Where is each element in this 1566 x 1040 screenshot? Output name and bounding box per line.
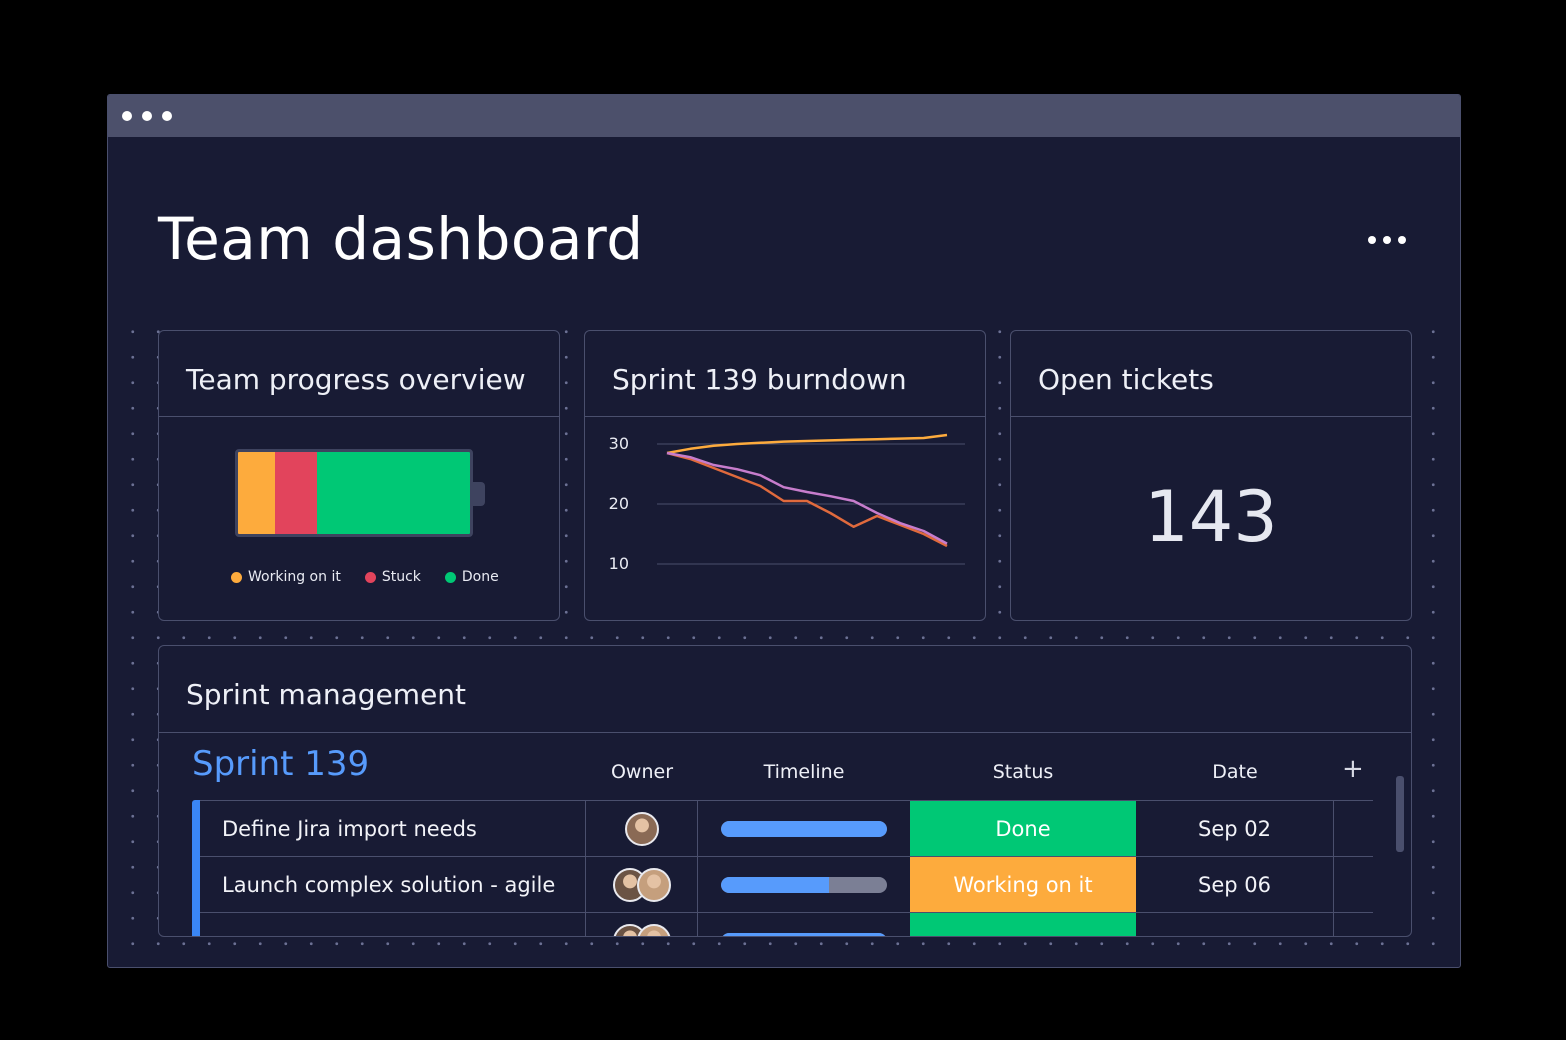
timeline-fill — [721, 820, 887, 837]
legend-item: Stuck — [364, 569, 421, 585]
progress-legend: Working on it Stuck Done — [231, 569, 499, 585]
owner-cell[interactable] — [586, 913, 698, 936]
team-progress-card: Team progress overview Working on it Stuc… — [158, 330, 560, 621]
date-cell[interactable]: Sep 02 — [1136, 801, 1334, 856]
legend-label: Working on it — [248, 569, 341, 585]
battery-tip — [472, 482, 485, 506]
card-divider — [159, 416, 559, 417]
timeline-fill — [721, 876, 829, 893]
page-title: Team dashboard — [158, 205, 644, 273]
avatar[interactable] — [636, 867, 671, 902]
timeline-cell[interactable] — [698, 801, 910, 856]
sprint-management-card: Sprint management Sprint 139 Owner Timel… — [158, 645, 1412, 937]
legend-dot-icon — [444, 571, 456, 583]
timeline-bar — [721, 876, 887, 893]
progress-battery — [235, 449, 473, 537]
timeline-bar — [721, 820, 887, 837]
more-horizontal-icon — [1368, 236, 1376, 244]
item-name-cell[interactable]: Launch complex solution - agile — [200, 857, 586, 912]
date-cell[interactable] — [1136, 913, 1334, 936]
progress-segment — [275, 452, 317, 534]
legend-dot-icon — [364, 571, 376, 583]
status-badge[interactable]: Done — [910, 801, 1136, 856]
plus-icon[interactable]: + — [1342, 754, 1364, 784]
avatar[interactable] — [636, 923, 671, 936]
date-cell[interactable]: Sep 06 — [1136, 857, 1334, 912]
table-row[interactable]: Define Jira import needs Done Sep 02 — [200, 800, 1373, 856]
legend-label: Done — [461, 569, 499, 585]
status-badge[interactable] — [910, 913, 1136, 936]
legend-item: Working on it — [231, 569, 341, 585]
column-header-timeline[interactable]: Timeline — [763, 761, 845, 783]
open-tickets-card: Open tickets 143 — [1010, 330, 1412, 621]
table-row[interactable] — [200, 912, 1373, 936]
timeline-cell[interactable] — [698, 913, 910, 936]
progress-segment — [316, 452, 470, 534]
column-header-owner[interactable]: Owner — [610, 761, 674, 783]
app-window: Team dashboard Team progress overview Wo… — [107, 94, 1461, 968]
more-horizontal-icon — [1398, 236, 1406, 244]
timeline-bar — [721, 932, 887, 936]
column-header-status[interactable]: Status — [992, 761, 1054, 783]
item-name-cell[interactable]: Define Jira import needs — [200, 801, 586, 856]
y-tick-label: 10 — [609, 554, 629, 573]
timeline-fill — [721, 932, 887, 936]
burndown-series-line — [666, 433, 948, 455]
timeline-cell[interactable] — [698, 857, 910, 912]
vertical-scrollbar[interactable] — [1396, 776, 1404, 852]
window-dot-icon[interactable] — [122, 111, 132, 121]
title-bar — [108, 95, 1460, 137]
burndown-series-line — [666, 451, 948, 545]
card-divider — [159, 732, 1411, 733]
window-dot-icon[interactable] — [142, 111, 152, 121]
avatar[interactable] — [624, 811, 659, 846]
card-title: Sprint 139 burndown — [612, 363, 907, 396]
more-horizontal-icon — [1383, 236, 1391, 244]
card-title: Sprint management — [186, 678, 467, 711]
item-name-cell[interactable] — [200, 913, 586, 936]
legend-dot-icon — [231, 571, 242, 583]
status-badge[interactable]: Working on it — [910, 857, 1136, 912]
burndown-series-line — [666, 451, 948, 548]
burndown-chart: 30 20 10 — [609, 433, 965, 573]
table-row[interactable]: Launch complex solution - agile Working o… — [200, 856, 1373, 912]
sprint-group-title[interactable]: Sprint 139 — [192, 744, 370, 784]
legend-label: Stuck — [381, 569, 421, 585]
window-dot-icon[interactable] — [162, 111, 172, 121]
owner-cell[interactable] — [586, 801, 698, 856]
column-header-date[interactable]: Date — [1212, 761, 1258, 783]
card-divider — [1011, 416, 1411, 417]
card-title: Open tickets — [1038, 363, 1214, 396]
card-title: Team progress overview — [186, 363, 526, 396]
owner-cell[interactable] — [586, 857, 698, 912]
more-options-button[interactable] — [1364, 229, 1410, 251]
card-divider — [585, 416, 985, 417]
y-tick-label: 20 — [609, 494, 629, 513]
progress-segment — [238, 452, 276, 534]
burndown-card: Sprint 139 burndown 30 20 10 — [584, 330, 986, 621]
open-tickets-count: 143 — [1144, 476, 1278, 558]
legend-item: Done — [444, 569, 499, 585]
group-color-bar — [192, 800, 200, 936]
y-tick-label: 30 — [609, 434, 629, 453]
